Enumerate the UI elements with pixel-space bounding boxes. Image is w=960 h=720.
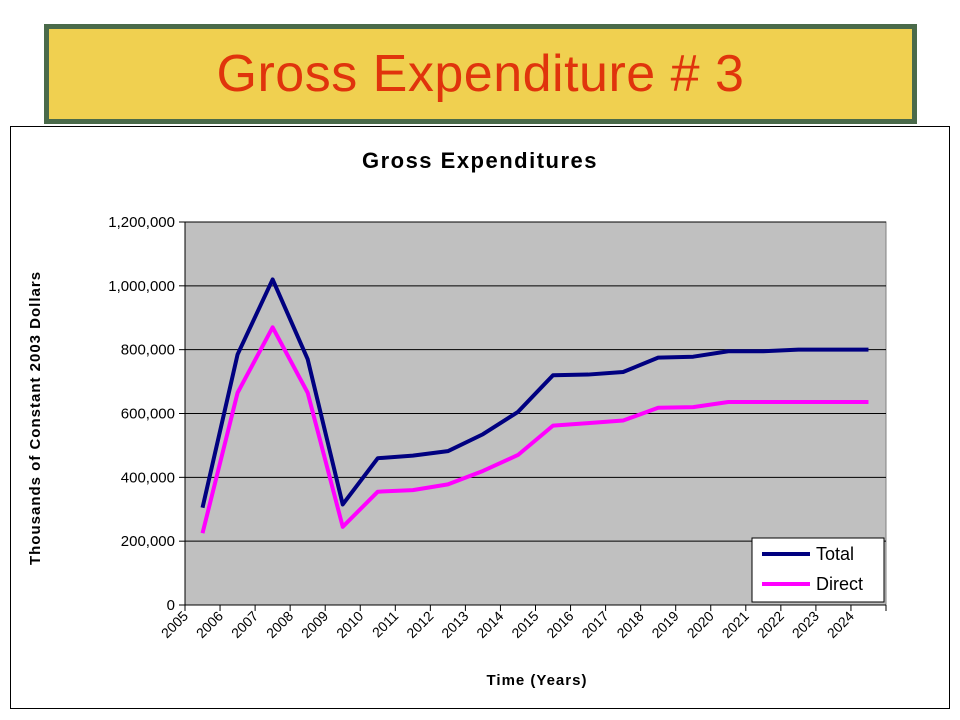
y-tick-label: 1,200,000 bbox=[108, 214, 175, 231]
x-tick-label: 2005 bbox=[158, 608, 191, 641]
legend-box bbox=[751, 537, 885, 603]
x-tick-label: 2011 bbox=[369, 608, 402, 641]
gridlines bbox=[185, 221, 886, 542]
x-tick-label: 2012 bbox=[403, 608, 436, 641]
series-lines bbox=[200, 277, 869, 534]
legend: Total Direct bbox=[751, 537, 885, 603]
x-tick-label: 2010 bbox=[333, 608, 366, 641]
legend-label-direct: Direct bbox=[816, 574, 863, 594]
slide-title-banner: Gross Expenditure # 3 bbox=[44, 24, 917, 124]
legend-label-total: Total bbox=[816, 544, 854, 564]
x-tick-label: 2013 bbox=[438, 608, 471, 641]
x-tick-label: 2021 bbox=[719, 608, 752, 641]
x-tick-label: 2008 bbox=[263, 608, 296, 641]
x-tick-label: 2020 bbox=[684, 608, 717, 641]
series-line-direct bbox=[200, 325, 869, 534]
x-tick-label: 2015 bbox=[508, 608, 541, 641]
x-tick-label: 2022 bbox=[754, 608, 787, 641]
x-tick-label: 2017 bbox=[578, 608, 611, 641]
x-tick-label: 2009 bbox=[298, 608, 331, 641]
y-axis-label: Thousands of Constant 2003 Dollars bbox=[27, 271, 44, 565]
slide-title: Gross Expenditure # 3 bbox=[216, 45, 745, 103]
y-tick-label: 200,000 bbox=[121, 533, 175, 550]
y-axis-ticks: 0 200,000 400,000 600,000 800,000 1,000,000 1,… bbox=[108, 214, 185, 614]
x-tick-label: 2018 bbox=[613, 608, 646, 641]
x-tick-label: 2016 bbox=[543, 608, 576, 641]
x-tick-label: 2023 bbox=[789, 608, 822, 641]
series-line-total bbox=[200, 277, 869, 509]
x-axis-label: Time (Years) bbox=[487, 672, 588, 689]
y-tick-label: 1,000,000 bbox=[108, 278, 175, 295]
y-tick-label: 400,000 bbox=[121, 469, 175, 486]
y-tick-label: 800,000 bbox=[121, 342, 175, 359]
chart-title: Gross Expenditures bbox=[362, 148, 598, 173]
x-tick-label: 2019 bbox=[648, 608, 681, 641]
y-tick-label: 600,000 bbox=[121, 406, 175, 423]
x-tick-label: 2014 bbox=[473, 608, 506, 641]
x-axis-ticks: 2005 2006 2007 2008 2009 2010 2011 2012 2013 2014… bbox=[158, 605, 887, 641]
x-tick-label: 2006 bbox=[193, 608, 226, 641]
x-tick-label: 2007 bbox=[228, 608, 261, 641]
y-tick-label: 0 bbox=[167, 597, 175, 614]
x-tick-label: 2024 bbox=[824, 608, 857, 641]
